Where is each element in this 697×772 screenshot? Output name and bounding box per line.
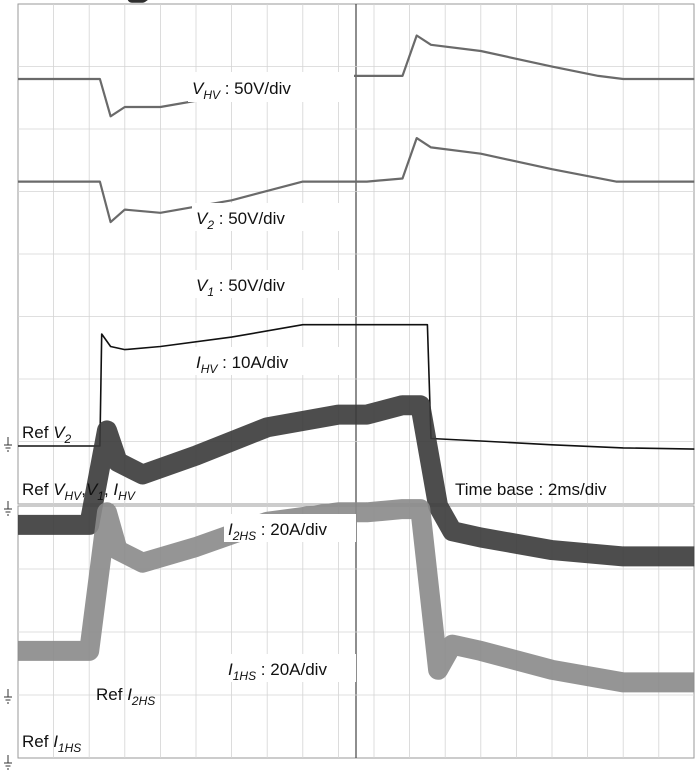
bottom-panel-traces	[18, 395, 695, 693]
ground-marker-i2hs	[4, 689, 12, 704]
timebase-label: Time base : 2ms/div	[455, 480, 607, 499]
top-panel-traces	[18, 0, 695, 450]
label-i1hs: I1HS : 20A/div	[228, 660, 327, 683]
label-v1: V1 : 50V/div	[196, 276, 285, 299]
ground-marker-i1hs	[4, 755, 12, 770]
ground-marker-v2	[4, 437, 12, 452]
trace-v1	[18, 137, 695, 224]
ref-top-label: Ref VHV,V1, IHV	[22, 480, 136, 503]
label-i2hs: I2HS : 20A/div	[228, 520, 327, 543]
label-ihv: IHV : 10A/div	[196, 353, 289, 376]
ref-i2hs-label: Ref I2HS	[96, 685, 155, 708]
trace-i2hs	[18, 395, 695, 567]
ground-marker-top	[4, 501, 12, 516]
trace-ihv	[18, 323, 695, 450]
ref-i1hs-label: Ref I1HS	[22, 732, 81, 755]
trace-i1hs	[18, 499, 695, 693]
label-vhv: VHV : 50V/div	[192, 79, 291, 102]
trace-v2	[18, 34, 695, 118]
label-v2: V2 : 50V/div	[196, 209, 285, 232]
ref-v2-label: Ref V2	[22, 423, 72, 446]
